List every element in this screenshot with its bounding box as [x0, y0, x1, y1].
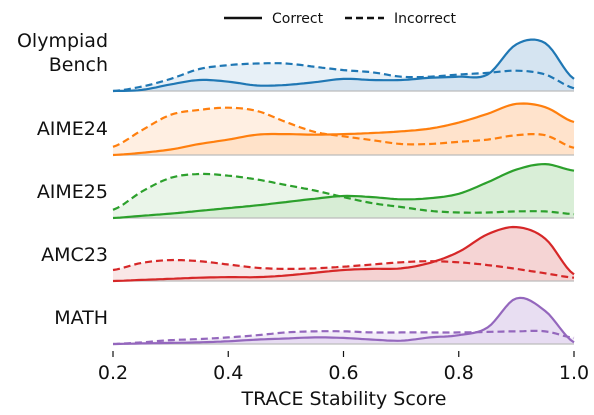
correct-density-fill: [113, 103, 574, 155]
x-tick-label: 0.2: [98, 362, 128, 384]
row-label: MATH: [54, 307, 108, 329]
row-label: AIME24: [37, 118, 108, 140]
incorrect-density-line: [112, 172, 575, 216]
incorrect-density-fill: [113, 173, 574, 218]
legend-correct-label: Correct: [272, 11, 324, 27]
row-label: Olympiad: [17, 30, 108, 52]
correct-density-line: [112, 38, 575, 93]
x-axis-title: TRACE Stability Score: [240, 388, 446, 410]
incorrect-density-line: [112, 106, 575, 149]
correct-density-fill: [113, 227, 574, 281]
legend: Correct Incorrect: [224, 11, 457, 27]
row-label: AIME25: [37, 181, 108, 203]
ridge-row: AIME25: [37, 162, 575, 220]
ridge-row: MATH: [54, 296, 575, 346]
correct-density-fill: [113, 39, 574, 91]
row-label: Bench: [49, 54, 108, 76]
correct-density-line: [112, 162, 575, 220]
row-label: AMC23: [41, 244, 108, 266]
correct-density-fill: [113, 164, 574, 218]
x-tick-label: 1.0: [559, 362, 589, 384]
x-tick-label: 0.6: [328, 362, 358, 384]
incorrect-density-line: [112, 62, 575, 93]
correct-density-fill: [113, 297, 574, 344]
ridge-row: AMC23: [41, 225, 575, 283]
correct-density-line: [112, 102, 575, 157]
ridge-row: AIME24: [37, 102, 575, 157]
legend-incorrect-label: Incorrect: [394, 11, 457, 27]
x-tick-label: 0.8: [444, 362, 474, 384]
x-tick-label: 0.4: [213, 362, 243, 384]
incorrect-density-line: [112, 258, 575, 279]
correct-density-line: [112, 225, 575, 283]
correct-density-line: [113, 296, 575, 346]
x-axis: 0.2 0.4 0.6 0.8 1.0: [98, 351, 589, 384]
